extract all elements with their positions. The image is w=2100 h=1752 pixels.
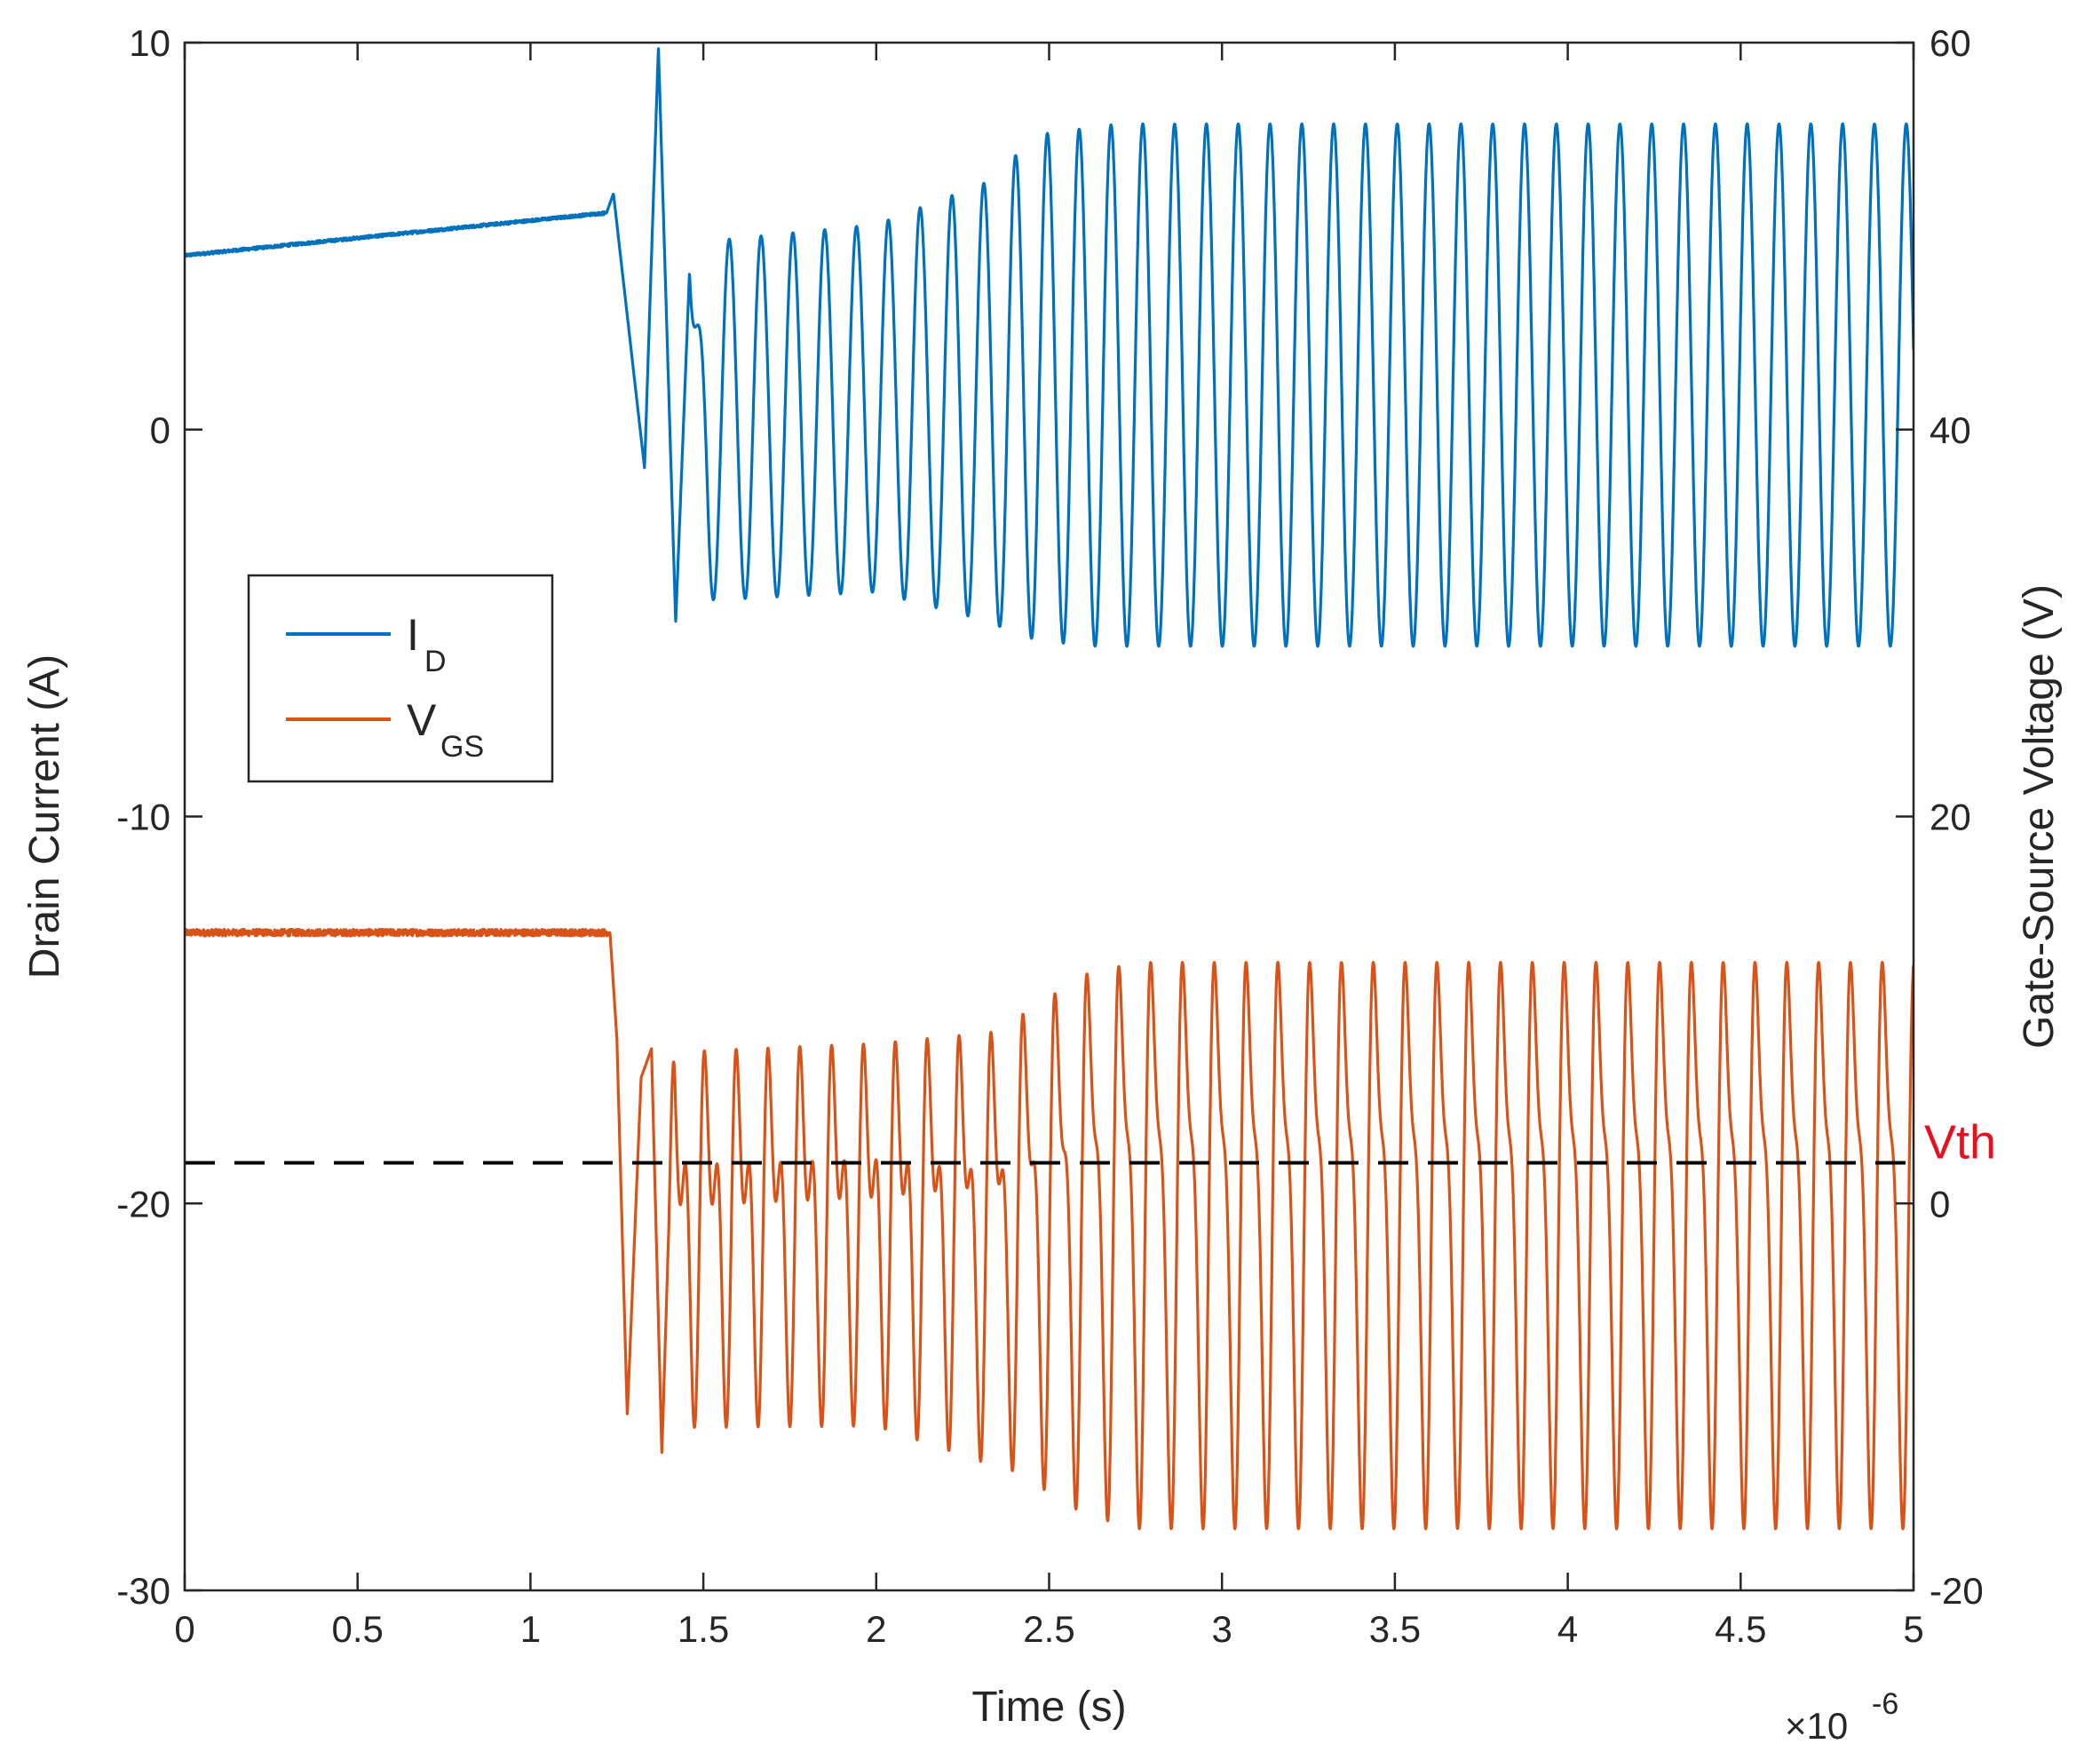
series-group — [185, 47, 1914, 1531]
x-tick-label: 4 — [1557, 1608, 1578, 1650]
y-right-tick-label: 20 — [1930, 797, 1971, 838]
y-right-tick-label: -20 — [1930, 1570, 1984, 1612]
series-line-vgs — [185, 927, 1914, 1531]
y-left-tick-label: 0 — [150, 409, 170, 451]
x-tick-label: 1 — [520, 1608, 541, 1650]
y-right-tick-label: 60 — [1930, 22, 1971, 64]
x-tick-label: 2.5 — [1023, 1608, 1074, 1650]
x-tick-label: 3 — [1212, 1608, 1232, 1650]
x-tick-label: 1.5 — [678, 1608, 729, 1650]
legend-label-1: V — [407, 695, 437, 745]
y-right-tick-label: 0 — [1930, 1183, 1950, 1225]
y-right-axis-title: Gate-Source Voltage (V) — [2016, 584, 2063, 1049]
legend-sublabel-0: D — [424, 645, 447, 678]
legend-box — [247, 574, 554, 783]
x-tick-label: 2 — [866, 1608, 886, 1650]
y-left-tick-label: -20 — [116, 1183, 170, 1225]
legend-label-0: I — [407, 610, 419, 660]
y-left-axis-title: Drain Current (A) — [21, 654, 68, 979]
y-left-tick-label: -30 — [116, 1570, 170, 1612]
legend-sublabel-1: GS — [440, 730, 484, 764]
x-tick-label: 3.5 — [1369, 1608, 1421, 1650]
y-left-tick-label: -10 — [116, 797, 170, 838]
y-left-tick-label: 10 — [129, 22, 170, 64]
x-tick-label: 4.5 — [1715, 1608, 1766, 1650]
x-exponent-value: -6 — [1872, 1687, 1898, 1721]
x-tick-label: 0 — [174, 1608, 194, 1650]
plot-area: Vth 0 0.5 1 1.5 2 2.5 3 3.5 4 4.5 5 10 0 -10 -20 -30 60 40… — [21, 22, 2063, 1747]
x-tick-label: 5 — [1903, 1608, 1923, 1650]
x-exponent-label: ×10 — [1785, 1705, 1848, 1747]
vth-label: Vth — [1924, 1115, 1996, 1169]
series-line-id — [185, 47, 1914, 648]
x-axis-title: Time (s) — [971, 1684, 1126, 1731]
x-tick-label: 0.5 — [332, 1608, 384, 1650]
y-right-tick-label: 40 — [1930, 409, 1971, 451]
